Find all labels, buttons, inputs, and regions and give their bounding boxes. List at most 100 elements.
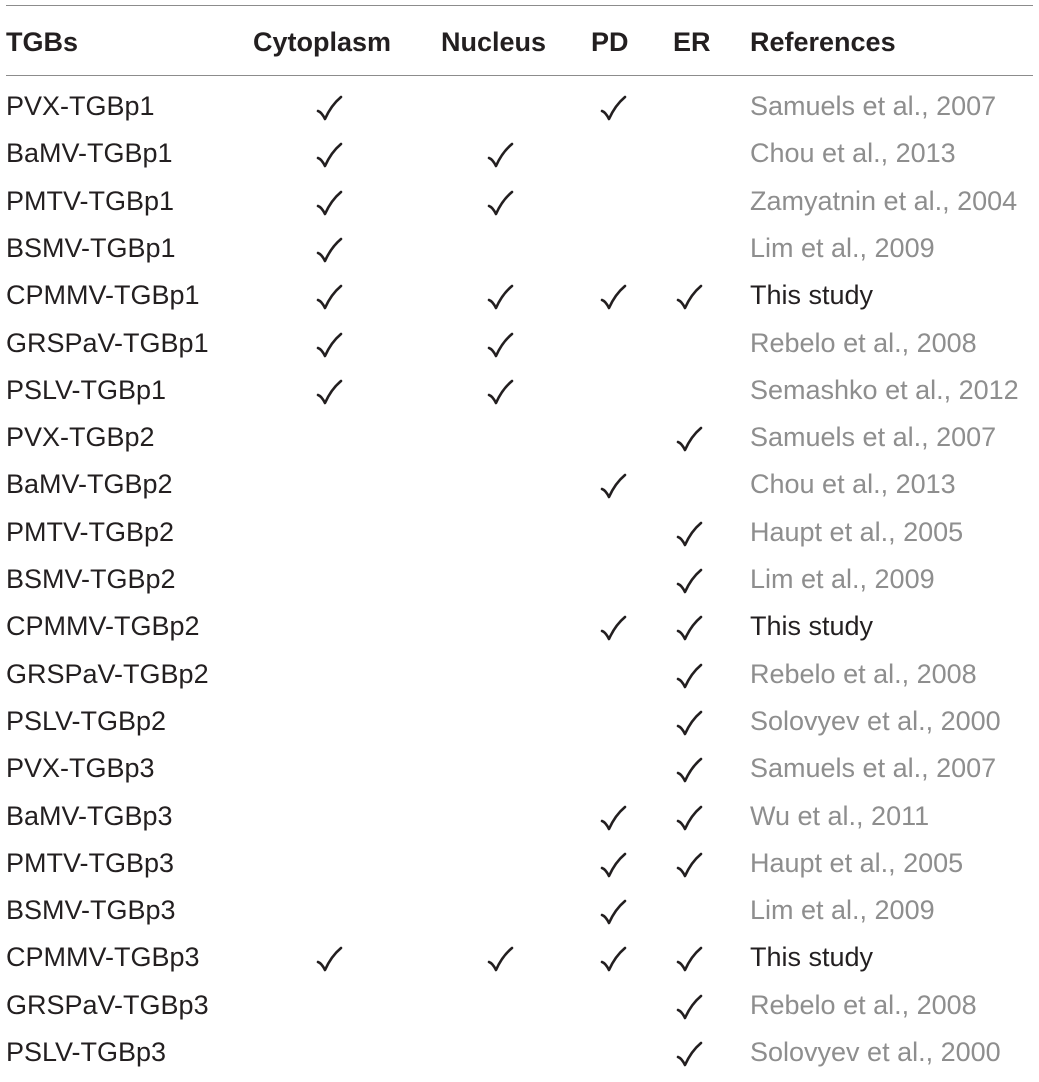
table-row: PMTV-TGBp2 Haupt et al., 2005: [0, 509, 1039, 556]
checkmark-icon: [598, 803, 628, 835]
table-row: CPMMV-TGBp2 This study: [0, 603, 1039, 650]
table-row: CPMMV-TGBp1 This study: [0, 272, 1039, 319]
row-tgb-name: CPMMV-TGBp1: [6, 280, 200, 311]
checkmark-icon: [314, 330, 344, 362]
checkmark-icon: [598, 282, 628, 314]
table-row: PMTV-TGBp3 Haupt et al., 2005: [0, 840, 1039, 887]
row-tgb-name: PMTV-TGBp1: [6, 185, 175, 216]
row-reference: Zamyatnin et al., 2004: [750, 185, 1018, 216]
row-tgb-name: PSLV-TGBp2: [6, 705, 167, 736]
checkmark-icon: [314, 282, 344, 314]
row-reference: Rebelo et al., 2008: [750, 989, 977, 1020]
row-tgb-name: CPMMV-TGBp3: [6, 942, 200, 973]
checkmark-icon: [674, 850, 704, 882]
checkmark-icon: [674, 1039, 704, 1071]
header-er: ER: [673, 27, 711, 57]
row-tgb-name: PVX-TGBp2: [6, 422, 155, 453]
table-row: BSMV-TGBp1 Lim et al., 2009: [0, 225, 1039, 272]
table-row: BaMV-TGBp1 Chou et al., 2013: [0, 130, 1039, 177]
table-row: CPMMV-TGBp3 This study: [0, 934, 1039, 981]
checkmark-icon: [674, 803, 704, 835]
checkmark-icon: [485, 330, 515, 362]
row-tgb-name: BSMV-TGBp2: [6, 564, 176, 594]
row-reference: Lim et al., 2009: [750, 895, 935, 926]
row-reference: Rebelo et al., 2008: [750, 658, 977, 689]
checkmark-icon: [314, 235, 344, 267]
table-row: GRSPaV-TGBp1 Rebelo et al., 2008: [0, 320, 1039, 367]
row-reference: This study: [750, 942, 874, 973]
checkmark-icon: [674, 282, 704, 314]
row-reference: Solovyev et al., 2000: [750, 705, 1001, 736]
checkmark-icon: [674, 755, 704, 787]
table-row: PVX-TGBp2 Samuels et al., 2007: [0, 414, 1039, 461]
row-reference: This study: [750, 611, 874, 642]
row-reference: Haupt et al., 2005: [750, 516, 964, 547]
header-cytoplasm: Cytoplasm: [253, 27, 392, 57]
checkmark-icon: [485, 377, 515, 409]
row-reference: Wu et al., 2011: [750, 800, 930, 831]
table-row: PSLV-TGBp2 Solovyev et al., 2000: [0, 698, 1039, 745]
row-tgb-name: CPMMV-TGBp2: [6, 611, 200, 642]
row-reference: Haupt et al., 2005: [750, 847, 964, 878]
row-tgb-name: GRSPaV-TGBp2: [6, 658, 209, 689]
row-tgb-name: PVX-TGBp3: [6, 753, 155, 784]
row-tgb-name: PMTV-TGBp3: [6, 847, 175, 878]
row-reference: Samuels et al., 2007: [750, 422, 997, 453]
table-row: PSLV-TGBp1 Semashko et al., 2012: [0, 367, 1039, 414]
row-tgb-name: PMTV-TGBp2: [6, 516, 175, 547]
checkmark-icon: [674, 566, 704, 598]
checkmark-icon: [314, 944, 344, 976]
checkmark-icon: [674, 424, 704, 456]
table-top-rule: [6, 5, 1033, 6]
row-tgb-name: BaMV-TGBp3: [6, 800, 173, 831]
table-row: BaMV-TGBp2 Chou et al., 2013: [0, 461, 1039, 508]
checkmark-icon: [598, 471, 628, 503]
checkmark-icon: [485, 188, 515, 220]
row-reference: This study: [750, 280, 874, 311]
table-row: GRSPaV-TGBp2 Rebelo et al., 2008: [0, 651, 1039, 698]
row-tgb-name: PVX-TGBp1: [6, 91, 155, 121]
checkmark-icon: [674, 708, 704, 740]
checkmark-icon: [598, 944, 628, 976]
row-tgb-name: PSLV-TGBp3: [6, 1037, 167, 1067]
checkmark-icon: [674, 992, 704, 1024]
row-tgb-name: GRSPaV-TGBp1: [6, 327, 209, 358]
row-tgb-name: BSMV-TGBp1: [6, 232, 176, 263]
row-reference: Solovyev et al., 2000: [750, 1037, 1001, 1067]
table-header-rule: [6, 75, 1033, 76]
table-row: GRSPaV-TGBp3 Rebelo et al., 2008: [0, 982, 1039, 1029]
table-row: BSMV-TGBp3 Lim et al., 2009: [0, 887, 1039, 934]
table-row: PMTV-TGBp1 Zamyatnin et al., 2004: [0, 178, 1039, 225]
row-reference: Rebelo et al., 2008: [750, 327, 977, 358]
row-reference: Semashko et al., 2012: [750, 374, 1019, 405]
checkmark-icon: [598, 613, 628, 645]
checkmark-icon: [314, 140, 344, 172]
table-header-row: TGBs Cytoplasm Nucleus PD ER References: [0, 0, 1039, 76]
row-reference: Lim et al., 2009: [750, 564, 935, 594]
checkmark-icon: [674, 661, 704, 693]
row-tgb-name: BaMV-TGBp2: [6, 469, 173, 500]
checkmark-icon: [485, 944, 515, 976]
checkmark-icon: [674, 613, 704, 645]
checkmark-icon: [674, 944, 704, 976]
row-reference: Samuels et al., 2007: [750, 91, 997, 121]
row-tgb-name: GRSPaV-TGBp3: [6, 989, 209, 1020]
header-references: References: [750, 27, 896, 57]
checkmark-icon: [598, 897, 628, 929]
checkmark-icon: [598, 93, 628, 125]
checkmark-icon: [485, 140, 515, 172]
row-reference: Chou et al., 2013: [750, 469, 956, 500]
table-row: PVX-TGBp3 Samuels et al., 2007: [0, 745, 1039, 792]
table-row: PSLV-TGBp3 Solovyev et al., 2000: [0, 1029, 1039, 1076]
row-reference: Samuels et al., 2007: [750, 753, 997, 784]
checkmark-icon: [314, 377, 344, 409]
row-reference: Chou et al., 2013: [750, 138, 956, 169]
checkmark-icon: [674, 519, 704, 551]
header-pd: PD: [591, 27, 629, 57]
row-tgb-name: BaMV-TGBp1: [6, 138, 173, 169]
table-row: BSMV-TGBp2 Lim et al., 2009: [0, 556, 1039, 603]
header-nucleus: Nucleus: [441, 27, 547, 57]
checkmark-icon: [485, 282, 515, 314]
checkmark-icon: [314, 188, 344, 220]
